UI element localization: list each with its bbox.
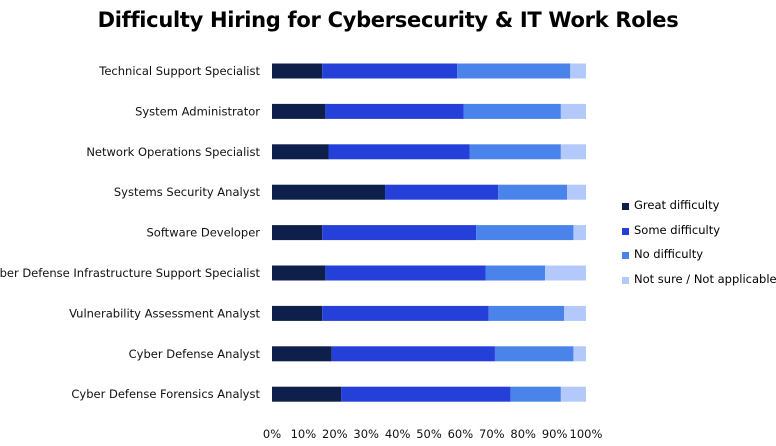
bar-segment-great-difficulty [272,346,332,362]
x-tick-label: 0% [263,427,281,441]
category-label: Cyber Defense Forensics Analyst [71,387,260,401]
bar-segment-not-sure-not-applicable [545,265,586,281]
bar-segment-no-difficulty [476,225,574,241]
bar-segment-great-difficulty [272,103,326,119]
legend-swatch [622,227,629,235]
x-tick-label: 90% [542,427,568,441]
bar-segment-not-sure-not-applicable [564,305,586,321]
bar-segment-not-sure-not-applicable [560,386,586,402]
bar-segment-some-difficulty [341,386,511,402]
bar-segment-not-sure-not-applicable [570,63,586,79]
bar-segment-great-difficulty [272,184,386,200]
bar-segment-great-difficulty [272,265,326,281]
x-tick-label: 80% [510,427,536,441]
bar-segment-some-difficulty [328,144,470,160]
category-label: System Administrator [135,104,260,118]
x-tick-label: 70% [479,427,505,441]
category-label: Cyber Defense Infrastructure Support Spe… [0,266,260,280]
bar-segment-some-difficulty [331,346,495,362]
category-label: Technical Support Specialist [98,64,260,78]
legend-label: Not sure / Not applicable [634,271,776,286]
legend-swatch [622,203,629,210]
bar-segment-not-sure-not-applicable [573,225,586,241]
bar-segment-some-difficulty [325,103,464,119]
bar-segment-no-difficulty [457,63,571,79]
bar-segment-no-difficulty [498,184,568,200]
bar-segment-not-sure-not-applicable [573,346,586,362]
bar-segment-no-difficulty [494,346,574,362]
bar-segment-not-sure-not-applicable [567,184,586,200]
x-tick-label: 30% [353,427,379,441]
bar-segment-no-difficulty [510,386,561,402]
bar-segment-some-difficulty [325,265,486,281]
bar-segment-no-difficulty [463,103,561,119]
bar-segment-not-sure-not-applicable [560,103,586,119]
bar-segment-great-difficulty [272,144,329,160]
bar-segment-no-difficulty [488,305,565,321]
bar-segment-no-difficulty [469,144,561,160]
category-label: Systems Security Analyst [114,185,261,199]
legend-label: No difficulty [634,247,704,261]
category-label: Cyber Defense Analyst [129,347,261,361]
bar-segment-some-difficulty [322,63,458,79]
category-label: Vulnerability Assessment Analyst [69,306,260,320]
x-tick-label: 40% [385,427,411,441]
bar-segment-some-difficulty [385,184,499,200]
x-tick-label: 20% [322,427,348,441]
bar-segment-some-difficulty [322,305,489,321]
legend-label: Some difficulty [634,222,721,237]
x-tick-label: 60% [448,427,474,441]
category-label: Network Operations Specialist [86,145,260,159]
legend-swatch [622,276,629,284]
bar-segment-some-difficulty [322,225,477,241]
x-tick-label: 100% [570,427,603,441]
x-tick-label: 50% [416,427,442,441]
bar-segment-not-sure-not-applicable [560,144,586,160]
bar-segment-great-difficulty [272,386,342,402]
bar-segment-great-difficulty [272,305,323,321]
bar-segment-great-difficulty [272,63,323,79]
bar-segment-great-difficulty [272,225,323,241]
x-tick-label: 10% [291,427,317,441]
legend-label: Great difficulty [634,198,720,212]
legend-swatch [622,252,629,259]
chart-title: Difficulty Hiring for Cybersecurity & IT… [97,8,679,32]
category-label: Software Developer [147,226,261,240]
bar-segment-no-difficulty [485,265,546,281]
